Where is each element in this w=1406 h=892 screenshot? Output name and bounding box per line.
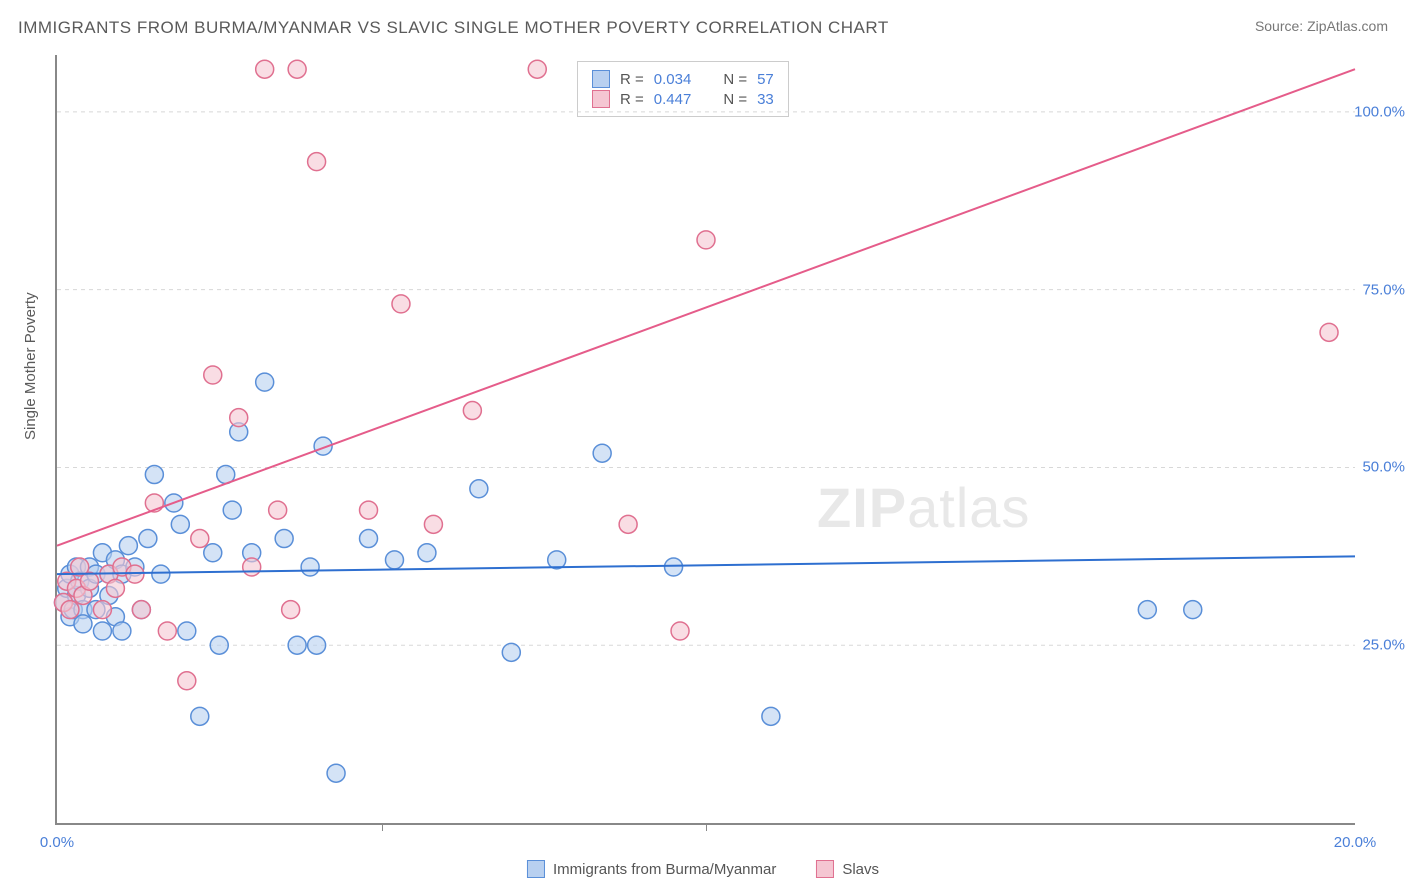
y-tick-label: 25.0%	[1362, 637, 1405, 654]
chart-container: IMMIGRANTS FROM BURMA/MYANMAR VS SLAVIC …	[0, 0, 1406, 892]
legend-item-1: Immigrants from Burma/Myanmar	[527, 860, 776, 878]
y-tick-label: 100.0%	[1354, 103, 1405, 120]
source-attribution: Source: ZipAtlas.com	[1255, 18, 1388, 34]
legend-item-2: Slavs	[816, 860, 879, 878]
y-tick-label: 50.0%	[1362, 459, 1405, 476]
swatch-series1-bottom	[527, 860, 545, 878]
legend-label-2: Slavs	[842, 861, 879, 878]
x-tick-minor	[706, 823, 707, 831]
chart-title: IMMIGRANTS FROM BURMA/MYANMAR VS SLAVIC …	[18, 18, 889, 38]
swatch-series2-bottom	[816, 860, 834, 878]
bottom-legend: Immigrants from Burma/Myanmar Slavs	[527, 860, 879, 878]
x-tick-minor	[382, 823, 383, 831]
plot-area: ZIPatlas R = 0.034 N = 57 R = 0.447 N = …	[55, 55, 1355, 825]
legend-label-1: Immigrants from Burma/Myanmar	[553, 861, 776, 878]
x-tick-label: 20.0%	[1334, 834, 1377, 851]
y-axis-label: Single Mother Poverty	[22, 292, 39, 440]
plot-svg	[57, 55, 1355, 823]
x-tick-label: 0.0%	[40, 834, 74, 851]
y-tick-label: 75.0%	[1362, 281, 1405, 298]
